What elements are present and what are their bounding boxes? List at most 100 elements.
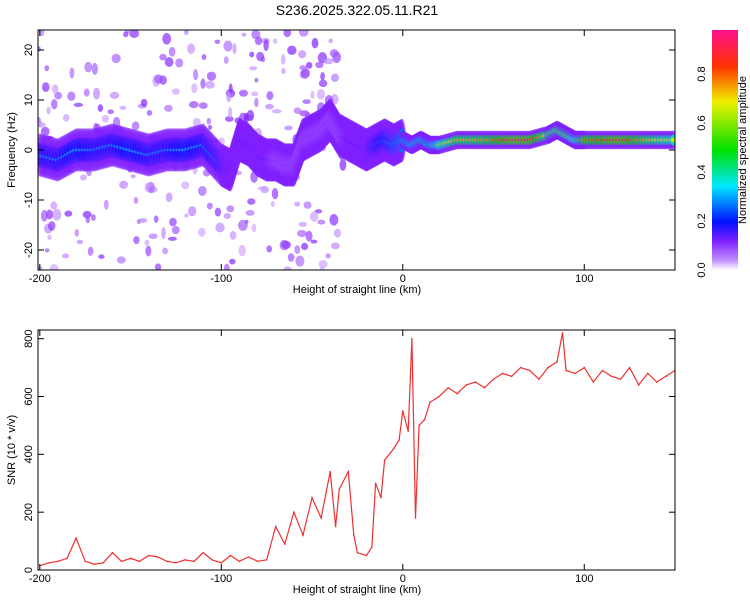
noise-blob bbox=[226, 205, 235, 213]
noise-blob bbox=[111, 53, 121, 64]
snr-data-point bbox=[284, 543, 286, 545]
noise-blob bbox=[175, 58, 184, 68]
noise-blob bbox=[46, 106, 51, 115]
noise-blob bbox=[294, 201, 301, 207]
noise-blob bbox=[80, 174, 87, 181]
snr-data-point bbox=[601, 369, 604, 372]
snr-data-point bbox=[93, 563, 96, 566]
snr-data-point bbox=[429, 401, 431, 404]
noise-blob bbox=[300, 242, 309, 251]
noise-blob bbox=[223, 40, 233, 52]
noise-blob bbox=[54, 91, 63, 100]
noise-blob bbox=[333, 228, 342, 238]
ridge-core bbox=[670, 137, 675, 143]
snr-data-point bbox=[120, 560, 123, 563]
noise-blob bbox=[295, 255, 305, 267]
snr-data-point bbox=[356, 551, 359, 554]
bottom-y-axis-label: SNR (10 * v/v) bbox=[6, 415, 18, 485]
noise-blob bbox=[229, 258, 236, 265]
snr-data-point bbox=[592, 381, 595, 383]
noise-blob bbox=[188, 206, 197, 217]
noise-blob bbox=[224, 115, 234, 122]
noise-blob bbox=[130, 174, 136, 179]
noise-blob bbox=[85, 216, 91, 224]
snr-data-point bbox=[352, 534, 355, 537]
noise-blob bbox=[283, 266, 292, 270]
noise-blob bbox=[123, 31, 129, 38]
noise-blob bbox=[171, 88, 180, 95]
snr-data-point bbox=[656, 381, 658, 383]
noise-blob bbox=[318, 79, 328, 88]
snr-data-point bbox=[334, 525, 337, 528]
noise-blob bbox=[47, 234, 52, 240]
noise-blob bbox=[271, 109, 282, 114]
noise-blob bbox=[206, 202, 213, 210]
noise-blob bbox=[298, 30, 309, 37]
noise-blob bbox=[171, 226, 180, 235]
colorbar-tick-label: 0.8 bbox=[696, 66, 708, 81]
snr-data-point bbox=[374, 482, 377, 485]
noise-blob bbox=[223, 263, 230, 270]
snr-data-point bbox=[610, 375, 613, 378]
noise-blob bbox=[249, 51, 255, 58]
snr-data-point bbox=[211, 559, 214, 561]
noise-blob bbox=[50, 201, 58, 210]
noise-blob bbox=[251, 30, 261, 40]
noise-blob bbox=[187, 43, 196, 55]
noise-blob bbox=[315, 61, 324, 69]
noise-blob bbox=[119, 180, 129, 189]
noise-blob bbox=[206, 117, 212, 125]
noise-blob bbox=[159, 53, 167, 61]
noise-blob bbox=[244, 219, 249, 224]
bottom-x-tick-label: 0 bbox=[400, 573, 406, 585]
snr-data-point bbox=[383, 459, 386, 461]
snr-data-point bbox=[102, 561, 105, 564]
snr-data-point bbox=[565, 369, 567, 372]
noise-blob bbox=[266, 91, 274, 101]
noise-blob bbox=[64, 210, 73, 217]
snr-data-point bbox=[646, 372, 649, 375]
noise-blob bbox=[200, 78, 206, 89]
noise-blob bbox=[226, 91, 232, 103]
snr-data-point bbox=[407, 430, 410, 433]
snr-data-point bbox=[302, 534, 304, 537]
noise-blob bbox=[293, 107, 302, 114]
noise-blob bbox=[74, 228, 79, 237]
noise-blob bbox=[272, 38, 278, 44]
snr-data-point bbox=[274, 525, 277, 528]
snr-data-point bbox=[392, 447, 395, 450]
snr-data-point bbox=[465, 384, 468, 386]
noise-blob bbox=[40, 126, 50, 136]
noise-blob bbox=[311, 37, 319, 49]
noise-blob bbox=[140, 98, 148, 107]
snr-data-point bbox=[347, 470, 350, 473]
noise-blob bbox=[169, 217, 177, 227]
snr-data-point bbox=[438, 395, 440, 398]
noise-blob bbox=[251, 223, 257, 233]
snr-data-point bbox=[501, 372, 504, 375]
noise-blob bbox=[131, 121, 140, 131]
noise-blob bbox=[168, 46, 176, 57]
snr-data-point bbox=[320, 517, 322, 519]
colorbar-label: Normalized spectral amplitude bbox=[737, 76, 749, 224]
top-y-axis-label: Frequency (Hz) bbox=[6, 112, 18, 188]
snr-data-point bbox=[238, 560, 241, 563]
noise-blob bbox=[329, 213, 339, 226]
noise-blob bbox=[116, 256, 126, 264]
top-x-tick-label: -200 bbox=[29, 273, 51, 285]
noise-blob bbox=[208, 124, 213, 130]
snr-data-point bbox=[311, 496, 313, 499]
noise-blob bbox=[223, 56, 229, 64]
noise-blob bbox=[165, 192, 173, 203]
noise-blob bbox=[309, 211, 319, 222]
noise-blob bbox=[215, 222, 225, 233]
snr-data-point bbox=[84, 560, 86, 563]
noise-blob bbox=[320, 72, 325, 81]
snr-data-point bbox=[220, 561, 223, 564]
noise-blob bbox=[154, 74, 164, 84]
noise-blob bbox=[92, 87, 101, 100]
noise-blob bbox=[223, 213, 231, 220]
snr-data-point bbox=[365, 554, 368, 557]
noise-blob bbox=[49, 264, 59, 270]
noise-blob bbox=[303, 201, 312, 209]
